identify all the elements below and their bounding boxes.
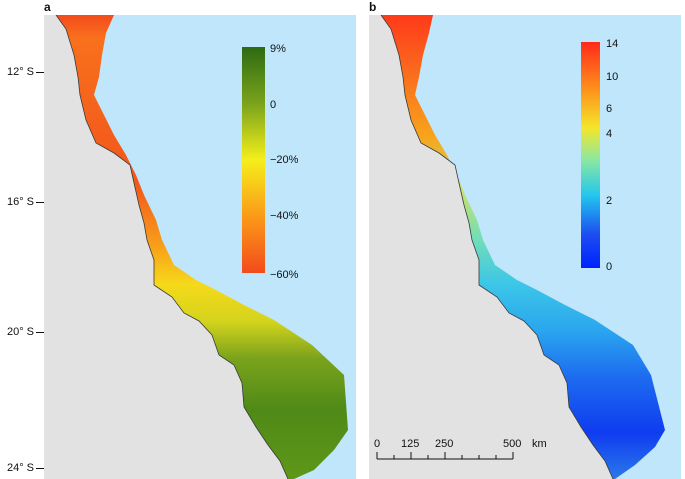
scale-label-250: 250 bbox=[435, 438, 453, 450]
mainland bbox=[369, 15, 613, 479]
colorbar-b-tick: 2 bbox=[606, 195, 612, 207]
map-b-svg: 14 10 6 4 2 0 0 125 250 500 km bbox=[369, 15, 681, 479]
map-panel-a: 9% 0 −20% −40% −60% bbox=[44, 15, 356, 479]
latitude-label-20s: 20° S bbox=[6, 326, 34, 338]
panel-b-label: b bbox=[369, 0, 377, 14]
colorbar-a-tick: 0 bbox=[270, 99, 276, 111]
scale-label-125: 125 bbox=[401, 438, 419, 450]
latitude-axis: 12° S 16° S 20° S 24° S bbox=[0, 0, 52, 479]
latitude-label-16s: 16° S bbox=[6, 196, 34, 208]
colorbar-b-tick: 10 bbox=[606, 71, 618, 83]
scale-label-500: 500 bbox=[503, 438, 521, 450]
coastline bbox=[380, 15, 614, 479]
colorbar-a-tick: −40% bbox=[270, 210, 299, 222]
colorbar-b bbox=[581, 42, 600, 268]
map-a-svg: 9% 0 −20% −40% −60% bbox=[44, 15, 356, 479]
map-panel-b: 14 10 6 4 2 0 0 125 250 500 km bbox=[369, 15, 681, 479]
colorbar-a bbox=[242, 47, 265, 273]
colorbar-b-tick: 6 bbox=[606, 103, 612, 115]
mainland bbox=[44, 15, 288, 479]
colorbar-b-tick: 0 bbox=[606, 261, 612, 273]
scale-label-0: 0 bbox=[374, 438, 380, 450]
colorbar-b-tick: 4 bbox=[606, 128, 612, 140]
latitude-label-24s: 24° S bbox=[6, 462, 34, 474]
colorbar-a-tick: −20% bbox=[270, 154, 299, 166]
coastline bbox=[55, 15, 289, 479]
scale-bar: 0 125 250 500 km bbox=[374, 438, 547, 460]
panel-a-label: a bbox=[44, 0, 51, 14]
colorbar-a-tick: 9% bbox=[270, 43, 286, 55]
colorbar-a-tick: −60% bbox=[270, 269, 299, 281]
scale-unit: km bbox=[532, 438, 547, 450]
colorbar-b-tick: 14 bbox=[606, 38, 618, 50]
latitude-label-12s: 12° S bbox=[6, 66, 34, 78]
